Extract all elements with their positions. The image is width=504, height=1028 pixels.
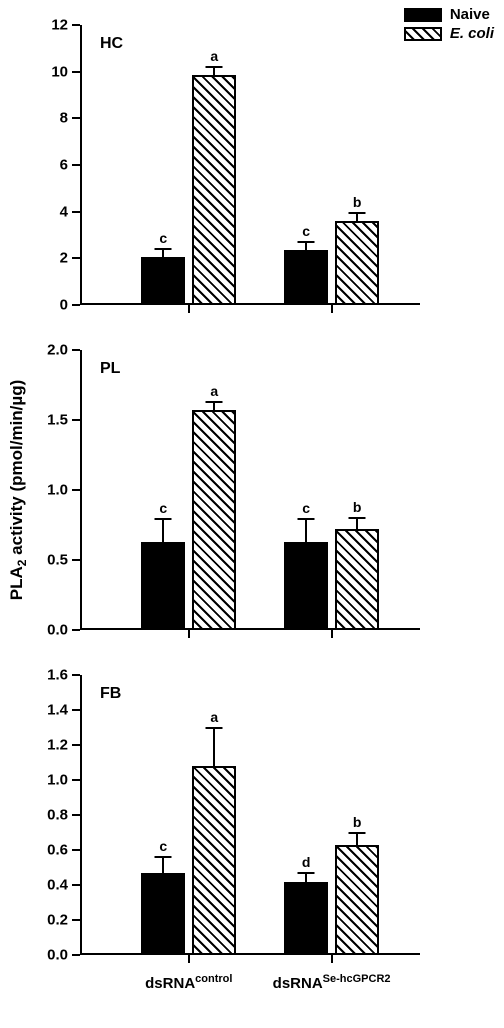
legend-item-naive: Naive	[404, 6, 494, 23]
y-tick-label: 0	[60, 297, 80, 314]
panel-label: HC	[100, 35, 123, 53]
error-bar	[162, 249, 164, 257]
significance-label: a	[210, 383, 218, 399]
y-axis-title: PLA2 activity (pmol/min/µg)	[7, 380, 29, 601]
bar-ecoli	[335, 221, 379, 305]
y-axis-title-text: PLA2 activity (pmol/min/µg)	[7, 380, 26, 601]
error-bar	[305, 242, 307, 250]
legend-label-naive: Naive	[450, 6, 490, 23]
error-cap	[349, 832, 366, 834]
significance-label: c	[159, 500, 167, 516]
error-bar	[162, 857, 164, 873]
y-tick-label: 1.2	[47, 737, 80, 754]
y-tick-label: 2	[60, 250, 80, 267]
error-cap	[298, 241, 315, 243]
x-tick	[188, 630, 190, 638]
y-tick-label: 1.4	[47, 702, 80, 719]
error-bar	[213, 402, 215, 410]
x-category-label: dsRNASe-hcGPCR2	[273, 973, 391, 992]
x-tick	[331, 630, 333, 638]
y-tick-label: 1.5	[47, 412, 80, 429]
bar-naive	[284, 542, 328, 630]
bar-naive	[284, 882, 328, 956]
x-tick	[331, 305, 333, 313]
y-tick-label: 0.0	[47, 947, 80, 964]
error-bar	[356, 518, 358, 529]
error-bar	[356, 213, 358, 221]
significance-label: a	[210, 709, 218, 725]
y-tick-label: 10	[51, 63, 80, 80]
y-tick-label: 6	[60, 157, 80, 174]
y-tick-label: 0.8	[47, 807, 80, 824]
error-bar	[213, 67, 215, 75]
significance-label: c	[159, 230, 167, 246]
error-cap	[298, 518, 315, 520]
y-tick-label: 0.0	[47, 622, 80, 639]
significance-label: c	[159, 838, 167, 854]
y-tick-label: 8	[60, 110, 80, 127]
y-tick-label: 0.4	[47, 877, 80, 894]
x-tick	[188, 955, 190, 963]
error-cap	[206, 727, 223, 729]
error-bar	[213, 728, 215, 767]
panel-label: FB	[100, 685, 121, 703]
error-cap	[155, 856, 172, 858]
significance-label: b	[353, 499, 362, 515]
y-tick-label: 0.5	[47, 552, 80, 569]
y-tick-label: 0.6	[47, 842, 80, 859]
y-tick-label: 1.0	[47, 772, 80, 789]
bar-ecoli	[335, 845, 379, 955]
y-tick-label: 1.0	[47, 482, 80, 499]
bar-naive	[141, 873, 185, 955]
significance-label: a	[210, 48, 218, 64]
y-tick-label: 2.0	[47, 342, 80, 359]
bar-naive	[141, 542, 185, 630]
y-tick-label: 1.6	[47, 667, 80, 684]
x-category-label: dsRNAcontrol	[145, 973, 232, 992]
x-tick	[188, 305, 190, 313]
legend-label-ecoli: E. coli	[450, 25, 494, 42]
error-bar	[305, 519, 307, 541]
panel-label: PL	[100, 360, 120, 378]
bar-naive	[141, 257, 185, 305]
bar-naive	[284, 250, 328, 305]
legend-swatch-solid	[404, 8, 442, 22]
panel-hc: 024681012HCcacb	[80, 25, 420, 305]
figure: Naive E. coli PLA2 activity (pmol/min/µg…	[0, 0, 504, 1028]
significance-label: c	[302, 500, 310, 516]
error-cap	[298, 872, 315, 874]
error-cap	[349, 517, 366, 519]
error-cap	[155, 248, 172, 250]
significance-label: c	[302, 223, 310, 239]
x-tick	[331, 955, 333, 963]
error-bar	[162, 519, 164, 541]
significance-label: b	[353, 194, 362, 210]
y-tick-label: 12	[51, 17, 80, 34]
y-tick-label: 4	[60, 203, 80, 220]
bar-ecoli	[192, 766, 236, 955]
significance-label: d	[302, 854, 311, 870]
bar-ecoli	[192, 410, 236, 630]
panel-fb: 0.00.20.40.60.81.01.21.41.6FBcadb	[80, 675, 420, 955]
error-bar	[305, 873, 307, 882]
error-cap	[206, 66, 223, 68]
significance-label: b	[353, 814, 362, 830]
bar-ecoli	[192, 75, 236, 305]
error-cap	[349, 212, 366, 214]
error-cap	[155, 518, 172, 520]
error-cap	[206, 401, 223, 403]
panel-pl: 0.00.51.01.52.0PLcacb	[80, 350, 420, 630]
y-tick-label: 0.2	[47, 912, 80, 929]
error-bar	[356, 833, 358, 845]
bar-ecoli	[335, 529, 379, 630]
